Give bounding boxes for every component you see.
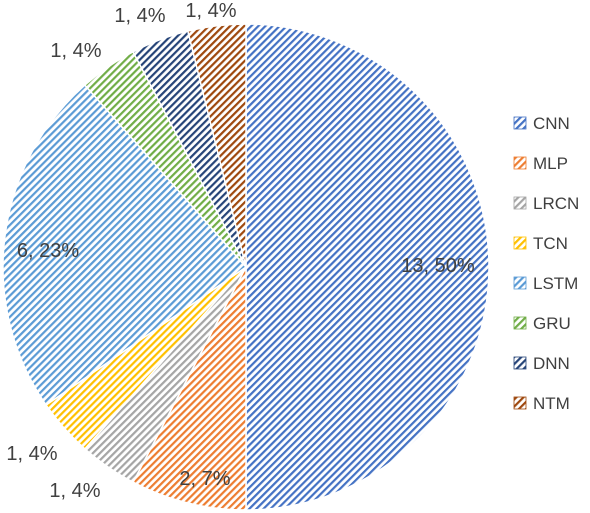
legend-swatch-lstm <box>513 276 527 290</box>
legend-swatch-ntm <box>513 396 527 410</box>
legend-label-lrcn: LRCN <box>533 194 579 213</box>
data-label-dnn: 1, 4% <box>114 5 165 27</box>
data-label-lstm: 6, 23% <box>17 240 79 262</box>
pie-slice-cnn <box>245 23 490 511</box>
legend-label-mlp: MLP <box>533 154 568 173</box>
legend-swatch-gru <box>513 316 527 330</box>
data-label-ntm: 1, 4% <box>185 0 236 22</box>
legend-swatch-dnn <box>513 356 527 370</box>
legend-swatch-lrcn <box>513 196 527 210</box>
legend-swatch-tcn <box>513 236 527 250</box>
data-label-cnn: 13, 50% <box>401 255 475 277</box>
pie-slice-mlp <box>132 266 247 511</box>
data-label-gru: 1, 4% <box>50 40 101 62</box>
legend: CNN MLP LRCN TCN LSTM GRU DNN NTM <box>513 114 579 413</box>
pie-slice-lstm <box>2 84 248 407</box>
data-label-mlp: 2, 7% <box>179 468 230 490</box>
pie-slice-ntm <box>186 23 247 268</box>
data-label-tcn: 1, 4% <box>6 443 57 465</box>
data-label-lrcn: 1, 4% <box>49 480 100 502</box>
legend-label-cnn: CNN <box>533 114 570 133</box>
legend-swatch-mlp <box>513 156 527 170</box>
legend-label-ntm: NTM <box>533 394 570 413</box>
legend-label-gru: GRU <box>533 314 571 333</box>
legend-swatch-cnn <box>513 116 527 130</box>
data-labels: 13, 50% 2, 7% 1, 4% 1, 4% 6, 23% 1, 4% 1, 4% 1,… <box>6 0 474 502</box>
legend-label-lstm: LSTM <box>533 274 578 293</box>
legend-label-tcn: TCN <box>533 234 568 253</box>
legend-label-dnn: DNN <box>533 354 570 373</box>
pie-slices <box>2 23 490 511</box>
